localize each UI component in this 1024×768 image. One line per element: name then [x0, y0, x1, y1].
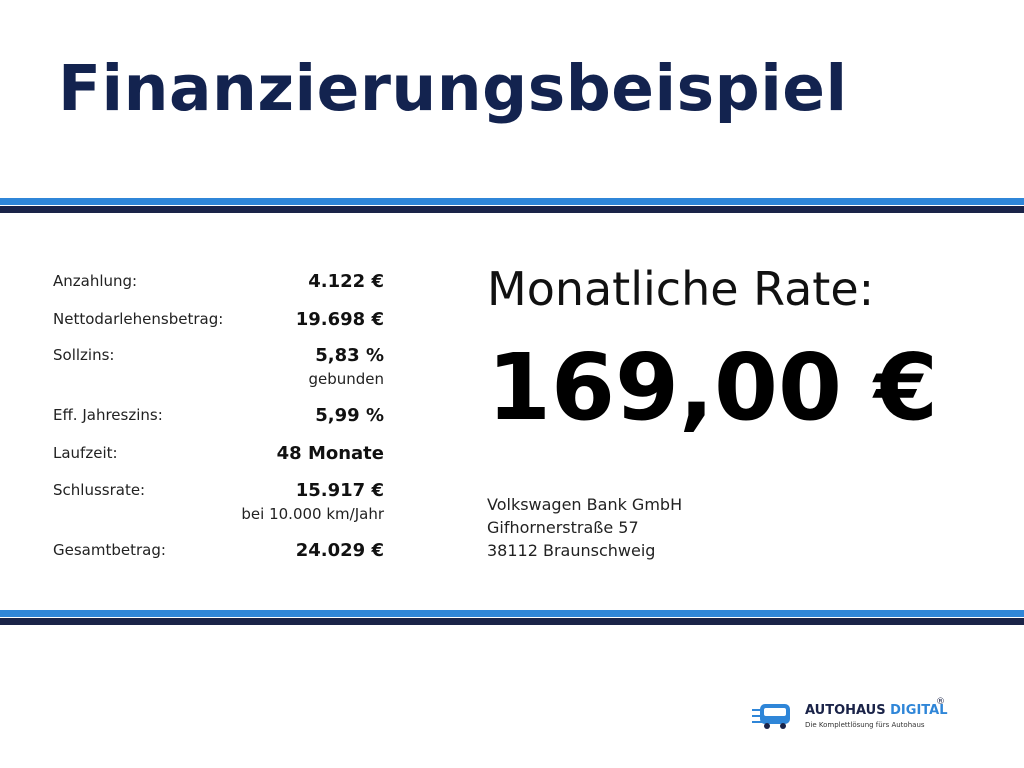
- logo-tagline: Die Komplettlösung fürs Autohaus: [805, 721, 925, 729]
- row-value: 15.917 €: [295, 480, 384, 501]
- row-label: Sollzins:: [53, 346, 115, 364]
- row-value: 24.029 €: [295, 540, 384, 561]
- address-line: Volkswagen Bank GmbH: [487, 495, 683, 514]
- row-note: bei 10.000 km/Jahr: [241, 505, 384, 523]
- stripe: [0, 610, 1024, 617]
- address-line: Gifhornerstraße 57: [487, 518, 639, 537]
- logo-brand: AUTOHAUS DIGITAL: [805, 703, 947, 718]
- row-value: 4.122 €: [308, 271, 384, 292]
- row-label: Nettodarlehensbetrag:: [53, 310, 224, 328]
- row-label: Anzahlung:: [53, 272, 138, 290]
- stripe: [0, 206, 1024, 213]
- row-label: Gesamtbetrag:: [53, 541, 166, 559]
- logo-registered: ®: [936, 697, 945, 707]
- row-label: Schlussrate:: [53, 481, 146, 499]
- row-note: gebunden: [308, 370, 384, 388]
- row-label: Eff. Jahreszins:: [53, 406, 163, 424]
- address-line: 38112 Braunschweig: [487, 541, 656, 560]
- row-label: Laufzeit:: [53, 444, 118, 462]
- logo-brand-accent: DIGITAL: [890, 703, 948, 718]
- row-value: 5,83 %: [315, 345, 384, 366]
- row-value: 48 Monate: [276, 443, 384, 464]
- rate-label: Monatliche Rate:: [487, 262, 875, 316]
- rate-value: 169,00 €: [487, 334, 939, 441]
- stripe: [0, 618, 1024, 625]
- stripe: [0, 198, 1024, 205]
- logo-brand-main: AUTOHAUS: [805, 703, 886, 718]
- row-value: 19.698 €: [295, 309, 384, 330]
- row-value: 5,99 %: [315, 405, 384, 426]
- title: Finanzierungsbeispiel: [58, 52, 848, 125]
- logo-icon: [752, 704, 790, 729]
